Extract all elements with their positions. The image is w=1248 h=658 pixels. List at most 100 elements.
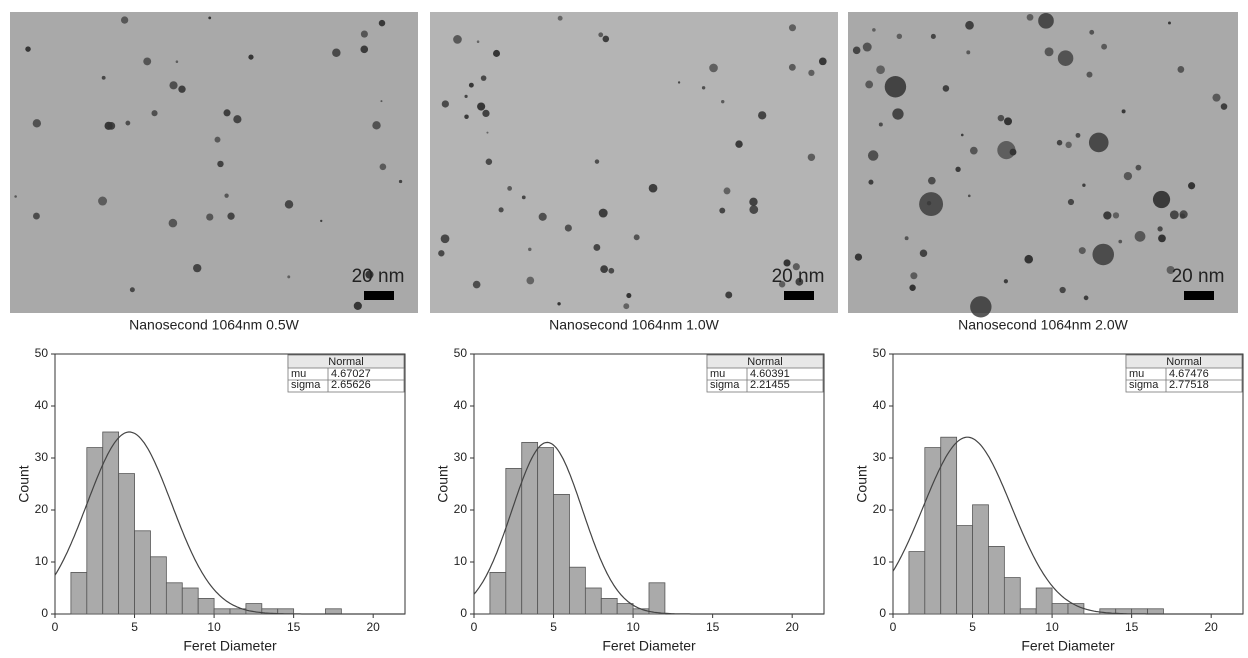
fit-param-value: 4.60391 <box>750 368 790 380</box>
particle <box>1004 117 1013 126</box>
particle <box>876 65 885 75</box>
x-tick-label: 10 <box>1045 620 1059 634</box>
bar <box>1131 608 1148 615</box>
particle <box>224 193 229 198</box>
scale-bar <box>364 291 394 300</box>
particle <box>178 85 186 93</box>
particle <box>1065 141 1072 149</box>
particle <box>521 195 526 200</box>
particle <box>464 114 469 119</box>
particle <box>360 30 368 38</box>
particle <box>1168 21 1171 25</box>
particle <box>372 121 381 130</box>
particle <box>1121 109 1126 114</box>
particle <box>709 63 718 73</box>
particle <box>1089 29 1095 35</box>
particle <box>892 108 904 120</box>
bar <box>1003 577 1021 615</box>
x-tick-label: 15 <box>706 620 720 634</box>
y-axis-label: Count <box>16 465 32 502</box>
particle <box>217 160 224 168</box>
particle <box>865 80 874 89</box>
particle <box>788 24 797 32</box>
bar <box>584 587 602 615</box>
particle <box>927 176 936 185</box>
fit-curve <box>473 441 824 615</box>
particle <box>1123 171 1133 181</box>
particle <box>1169 210 1179 220</box>
particle <box>169 81 178 90</box>
particle <box>227 212 235 220</box>
fit-param-name: mu <box>1129 368 1144 380</box>
particle <box>1075 132 1081 138</box>
particle <box>723 187 731 195</box>
particle <box>909 284 916 291</box>
particle <box>1157 226 1163 232</box>
particle <box>735 140 743 148</box>
particle <box>1024 254 1034 264</box>
particle <box>862 42 872 52</box>
bar <box>1051 603 1069 615</box>
particle <box>1166 266 1175 275</box>
bar <box>537 447 554 615</box>
x-tick-label: 20 <box>1205 620 1219 634</box>
x-tick-label: 5 <box>131 620 138 634</box>
bar <box>165 582 183 615</box>
particle <box>468 82 474 88</box>
particle <box>214 136 221 143</box>
y-tick-label: 40 <box>454 398 468 412</box>
particle <box>287 275 291 279</box>
bar <box>1147 608 1164 615</box>
fit-table-title: Normal <box>747 356 782 368</box>
particle <box>960 133 964 137</box>
particle <box>1158 234 1166 243</box>
particle <box>360 45 369 54</box>
particle <box>852 46 861 55</box>
bar <box>972 504 989 615</box>
x-tick-label: 0 <box>890 620 897 634</box>
particle <box>633 234 640 241</box>
particle <box>175 60 179 63</box>
particle <box>1082 183 1086 187</box>
particle <box>878 122 883 127</box>
x-tick-label: 15 <box>1125 620 1139 634</box>
particle <box>320 219 323 223</box>
particle <box>14 195 17 198</box>
particle <box>33 212 40 220</box>
particle <box>1220 103 1228 110</box>
particle <box>538 212 547 221</box>
particle <box>379 163 387 171</box>
particle <box>493 49 501 57</box>
particle <box>1009 148 1017 156</box>
particle <box>602 35 610 43</box>
y-tick-label: 0 <box>879 606 886 620</box>
y-tick-label: 20 <box>454 502 468 516</box>
particle <box>125 120 131 126</box>
particle <box>896 33 903 40</box>
y-tick-label: 30 <box>454 450 468 464</box>
particle <box>438 250 445 257</box>
particle <box>788 63 796 71</box>
scale-bar-label: 20 nm <box>1172 266 1225 287</box>
particle <box>284 200 294 209</box>
y-tick-label: 50 <box>873 346 887 360</box>
bar <box>86 447 104 615</box>
scale-bar <box>784 291 814 300</box>
particle <box>930 33 936 39</box>
x-tick-label: 5 <box>550 620 557 634</box>
bar <box>181 587 199 615</box>
particle <box>966 50 971 55</box>
fit-table-header <box>287 354 405 369</box>
particle <box>854 253 863 261</box>
particle <box>104 121 113 130</box>
particle <box>872 28 876 32</box>
caption: Nanosecond 1064nm 2.0W <box>958 317 1128 333</box>
particle <box>1038 12 1054 29</box>
particle <box>600 265 609 273</box>
bar <box>213 608 231 615</box>
particle <box>120 16 129 24</box>
particle <box>608 267 615 274</box>
particle <box>143 57 152 66</box>
y-tick-label: 50 <box>35 346 49 360</box>
bar <box>940 436 958 615</box>
